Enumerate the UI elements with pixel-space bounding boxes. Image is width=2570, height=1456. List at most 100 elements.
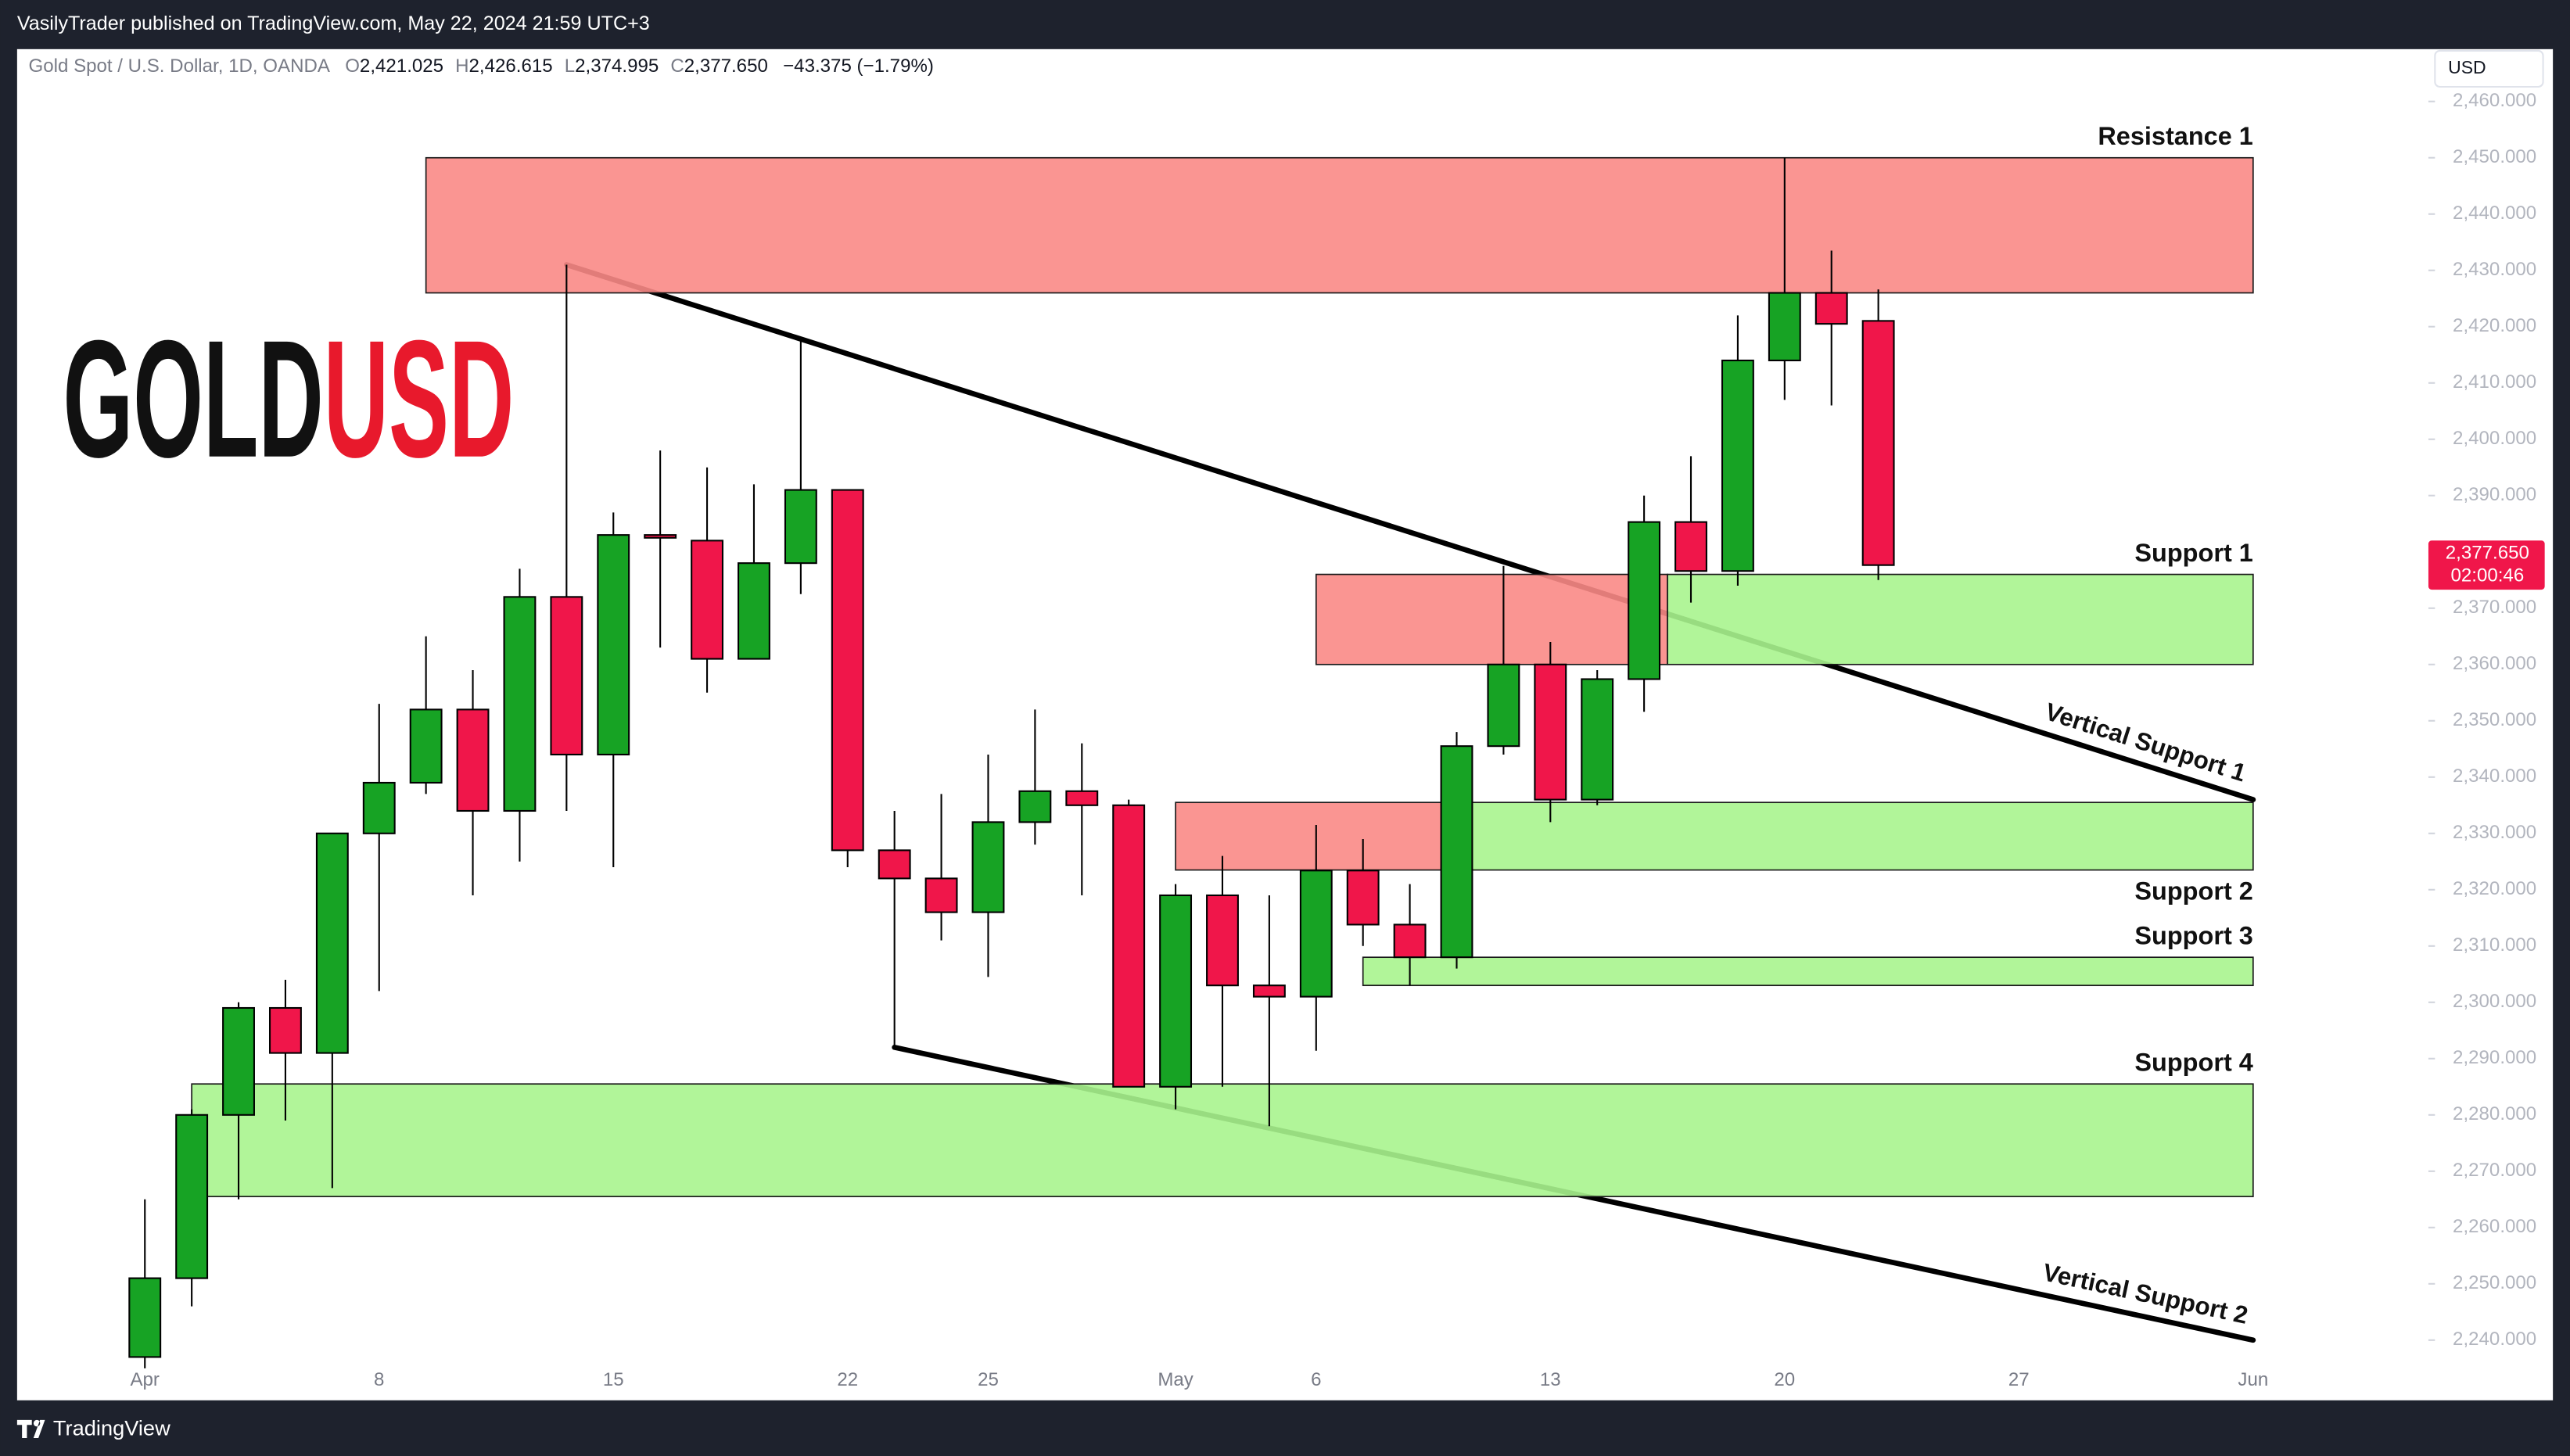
header: VasilyTrader published on TradingView.co… xyxy=(17,13,650,34)
candle-body xyxy=(1393,923,1427,959)
last-price-tag xyxy=(2428,540,2545,590)
candle-body xyxy=(831,489,864,852)
x-tick-label: Apr xyxy=(130,1369,159,1390)
candle-body xyxy=(1159,894,1193,1088)
candle-body xyxy=(1299,870,1333,998)
candle-body xyxy=(362,781,396,834)
y-tick-label: 2,360.000 xyxy=(2453,653,2536,674)
legend-change: −43.375 (−1.79%) xyxy=(783,56,934,77)
legend-key: O xyxy=(345,56,360,77)
countdown-label: 02:00:46 xyxy=(2450,565,2524,586)
zone-label: Support 3 xyxy=(2134,922,2252,950)
chart-title: GOLDUSD xyxy=(63,307,515,493)
candle-body xyxy=(456,708,490,812)
x-tick-label: 13 xyxy=(1540,1369,1561,1390)
legend-value: 2,426.615 xyxy=(469,56,553,77)
footer: TradingView xyxy=(53,1416,170,1440)
title-right: USD xyxy=(324,307,515,493)
y-tick-label: 2,430.000 xyxy=(2453,259,2536,280)
legend-key: L xyxy=(565,56,575,77)
candle-body xyxy=(1814,292,1848,325)
y-tick-label: 2,290.000 xyxy=(2453,1047,2536,1068)
y-tick-label: 2,370.000 xyxy=(2453,597,2536,618)
x-tick-label: 22 xyxy=(837,1369,858,1390)
y-tick-label: 2,280.000 xyxy=(2453,1103,2536,1124)
candle-body xyxy=(1346,870,1380,926)
y-tick-label: 2,330.000 xyxy=(2453,822,2536,843)
candle-body xyxy=(1252,984,1286,998)
x-tick-label: 25 xyxy=(978,1369,999,1390)
candle-body xyxy=(1674,521,1707,572)
zone-label: Support 2 xyxy=(2134,877,2252,905)
zone-label: Resistance 1 xyxy=(2098,122,2252,150)
y-tick-label: 2,240.000 xyxy=(2453,1329,2536,1350)
candle-body xyxy=(738,562,770,660)
candle-body xyxy=(1721,359,1754,572)
trendline xyxy=(564,262,2256,802)
x-tick-label: 27 xyxy=(2008,1369,2030,1390)
candle-body xyxy=(691,540,724,660)
candle-body xyxy=(1112,804,1146,1088)
y-tick-label: 2,320.000 xyxy=(2453,878,2536,899)
y-tick-label: 2,420.000 xyxy=(2453,315,2536,336)
candle-body xyxy=(1440,745,1473,959)
zone xyxy=(1175,802,1444,871)
candle-body xyxy=(503,596,537,812)
zone xyxy=(1362,956,2254,987)
x-tick-label: 6 xyxy=(1311,1369,1321,1390)
zone xyxy=(1667,573,2254,665)
plot: 2,240.000 2,250.000 2,260.000 2,270.000 2,28… xyxy=(128,90,2545,1390)
legend-key: H xyxy=(455,56,468,77)
candle-body xyxy=(1534,663,1567,801)
candle-body xyxy=(1861,320,1895,566)
candle-body xyxy=(1018,790,1052,823)
candle-body xyxy=(644,534,677,539)
legend-value: 2,374.995 xyxy=(575,56,659,77)
y-tick-label: 2,270.000 xyxy=(2453,1160,2536,1181)
y-tick-label: 2,250.000 xyxy=(2453,1272,2536,1293)
candle-body xyxy=(1628,521,1661,680)
candle-body xyxy=(971,821,1005,913)
candle-body xyxy=(315,832,349,1054)
y-tick-label: 2,410.000 xyxy=(2453,371,2536,393)
candle-body xyxy=(1065,790,1099,806)
legend-value: 2,421.025 xyxy=(360,56,443,77)
candle-body xyxy=(175,1114,209,1279)
x-tick-label: 15 xyxy=(603,1369,624,1390)
legend: Gold Spot / U.S. Dollar, 1D, OANDA O2,42… xyxy=(29,56,934,77)
x-tick-label: 20 xyxy=(1774,1369,1795,1390)
y-tick-label: 2,450.000 xyxy=(2453,146,2536,167)
candle-body xyxy=(128,1277,162,1358)
candle-body xyxy=(924,877,958,913)
currency[interactable]: USD xyxy=(2448,57,2486,77)
x-tick-label: 8 xyxy=(374,1369,384,1390)
legend-value: 2,377.650 xyxy=(684,56,768,77)
y-tick-label: 2,440.000 xyxy=(2453,203,2536,224)
y-tick-label: 2,460.000 xyxy=(2453,90,2536,111)
zone-label: Support 4 xyxy=(2134,1049,2252,1077)
zone-label: Support 1 xyxy=(2134,539,2252,567)
zone xyxy=(191,1083,2254,1198)
zone xyxy=(425,156,2254,294)
candle-body xyxy=(1768,292,1801,361)
candle-body xyxy=(268,1006,302,1054)
candle-body xyxy=(409,708,443,784)
candle-body xyxy=(597,534,630,756)
title-left: GOLD xyxy=(63,307,324,493)
y-tick-label: 2,340.000 xyxy=(2453,766,2536,787)
y-tick-label: 2,310.000 xyxy=(2453,934,2536,956)
x-tick-label: May xyxy=(1158,1369,1193,1390)
candle-body xyxy=(1487,663,1520,748)
candle-body xyxy=(1581,678,1614,801)
candle-body xyxy=(1206,894,1239,987)
currency-button[interactable] xyxy=(2434,49,2544,88)
candle-body xyxy=(784,489,817,565)
y-tick-label: 2,400.000 xyxy=(2453,428,2536,449)
y-tick-label: 2,300.000 xyxy=(2453,991,2536,1012)
candle-body xyxy=(550,596,583,756)
x-tick-label: Jun xyxy=(2238,1369,2268,1390)
footer-logo xyxy=(16,1419,45,1438)
zone xyxy=(1315,573,1668,665)
